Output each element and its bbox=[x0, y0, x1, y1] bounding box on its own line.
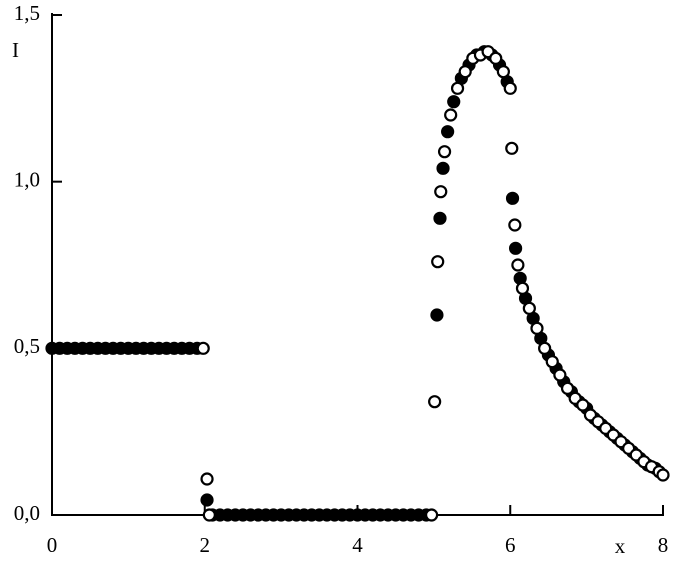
data-point bbox=[434, 185, 448, 199]
data-point bbox=[433, 211, 447, 225]
x-tick-label: 6 bbox=[505, 533, 516, 557]
data-point bbox=[553, 368, 567, 382]
data-point bbox=[515, 281, 530, 295]
data-point bbox=[202, 508, 216, 522]
data-point bbox=[656, 468, 670, 482]
data-point bbox=[530, 321, 544, 335]
data-point bbox=[503, 81, 517, 95]
y-tick-label: 0,0 bbox=[14, 501, 40, 525]
data-point bbox=[538, 341, 552, 355]
x-tick-label: 2 bbox=[200, 533, 211, 557]
data-point bbox=[196, 341, 210, 355]
data-point bbox=[511, 258, 525, 272]
data-point bbox=[424, 508, 439, 522]
x-tick-label: 0 bbox=[47, 533, 58, 557]
data-point bbox=[444, 108, 458, 122]
data-point bbox=[450, 81, 465, 95]
data-point bbox=[441, 125, 455, 139]
data-point bbox=[458, 65, 472, 79]
data-point bbox=[489, 51, 503, 65]
data-point bbox=[505, 191, 520, 205]
data-point bbox=[447, 95, 461, 109]
y-tick-label: 0,5 bbox=[14, 334, 40, 358]
x-tick-label: 4 bbox=[352, 533, 363, 557]
data-point bbox=[200, 493, 214, 507]
data-point bbox=[576, 398, 590, 412]
y-tick-label: 1,5 bbox=[14, 1, 40, 25]
data-point bbox=[430, 308, 444, 322]
y-tick-label: 1,0 bbox=[14, 167, 40, 191]
data-point bbox=[545, 355, 559, 369]
data-point bbox=[508, 241, 523, 255]
y-axis-label: I bbox=[12, 38, 19, 62]
data-point bbox=[496, 65, 510, 79]
data-point bbox=[508, 218, 522, 232]
data-point bbox=[505, 141, 519, 155]
data-point bbox=[560, 381, 575, 395]
data-point bbox=[437, 145, 452, 159]
data-point bbox=[436, 161, 450, 175]
x-axis-label: x bbox=[615, 534, 626, 558]
data-point bbox=[428, 395, 442, 409]
data-point bbox=[431, 255, 445, 269]
data-point bbox=[522, 301, 536, 315]
x-tick-label: 8 bbox=[658, 533, 669, 557]
data-point bbox=[200, 472, 214, 486]
